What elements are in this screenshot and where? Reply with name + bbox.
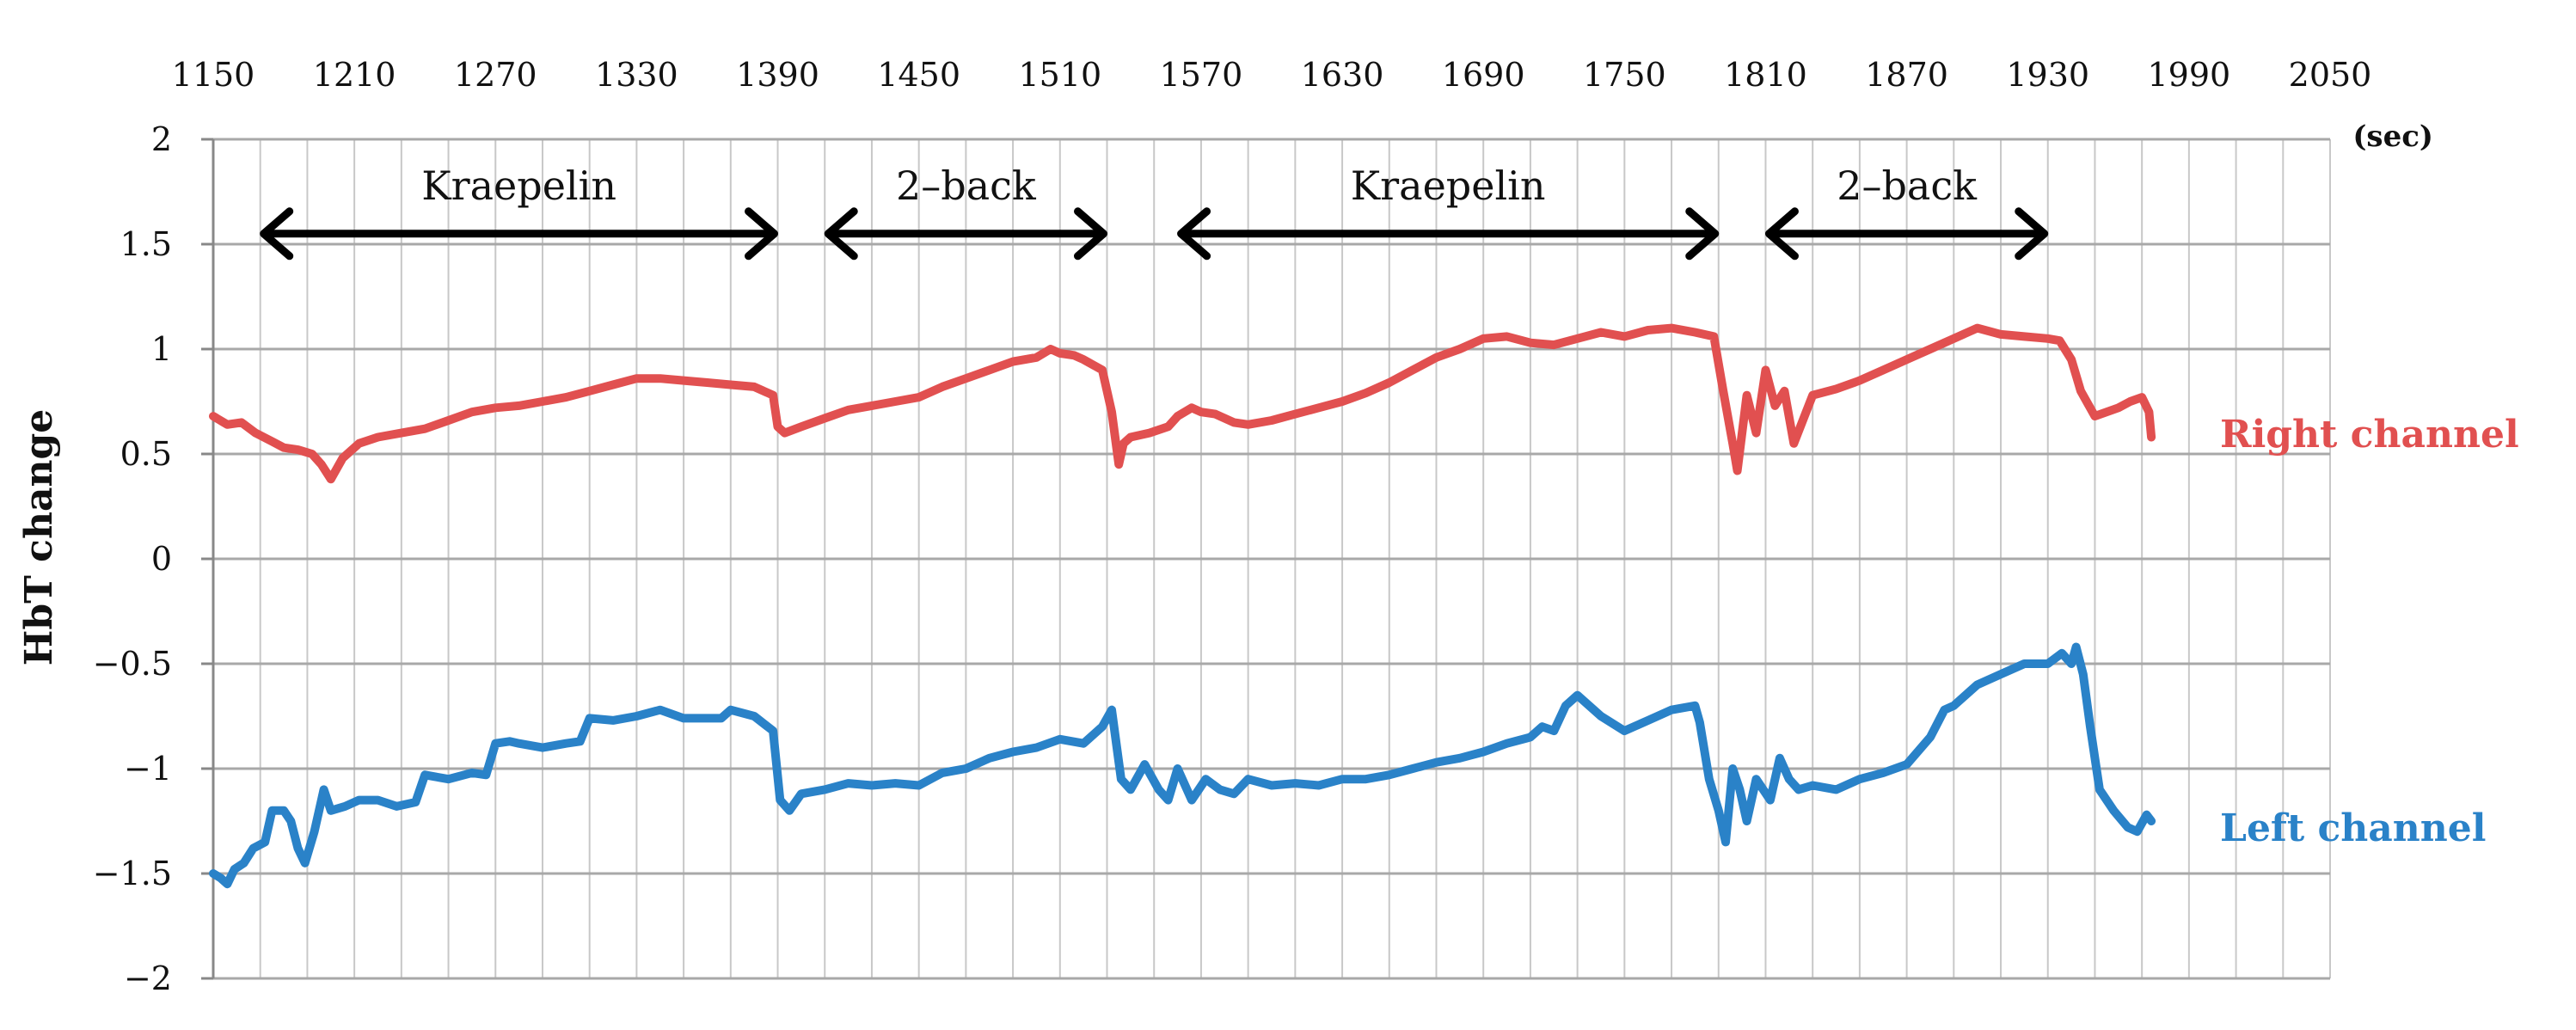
annotation-arrowhead-right: [2015, 207, 2049, 261]
y-tick-label: 0.5: [120, 435, 172, 473]
x-tick-label: 1390: [736, 56, 819, 94]
x-tick-label: 1570: [1160, 56, 1243, 94]
right-channel-line: [209, 323, 2156, 484]
task-annotation: Kraepelin: [1177, 162, 1720, 261]
y-tick-label: −1: [124, 750, 172, 788]
x-tick-label: 2050: [2289, 56, 2372, 94]
x-tick-label: 1750: [1583, 56, 1666, 94]
annotation-arrowhead-left: [1764, 207, 1799, 261]
x-tick-label: 1810: [1724, 56, 1807, 94]
x-tick-label: 1150: [172, 56, 255, 94]
left-channel-label: Left channel: [2220, 806, 2486, 850]
x-tick-label: 1990: [2148, 56, 2231, 94]
series-layer: [209, 323, 2156, 889]
grid-layer: [201, 138, 2331, 980]
annotation-arrowhead-right: [745, 207, 779, 261]
x-tick-label: 1210: [313, 56, 396, 94]
annotation-label: Kraepelin: [1351, 162, 1546, 209]
x-tick-label: 1450: [877, 56, 960, 94]
y-tick-label: −1.5: [93, 855, 172, 892]
x-tick-label: 1270: [454, 56, 537, 94]
left-channel-line: [209, 642, 2156, 889]
y-tick-labels: −2 −1.5 −1 −0.5 0 0.5 1 1.5 2: [93, 120, 172, 997]
x-tick-label: 1870: [1865, 56, 1948, 94]
y-tick-label: 1.5: [120, 225, 172, 263]
task-annotation: 2–back: [824, 162, 1108, 261]
annotation-arrowhead-right: [1074, 207, 1108, 261]
annotation-label: Kraepelin: [421, 162, 616, 209]
x-tick-labels: 1150 1210 1270 1330 1390 1450 1510 1570 1630 1690…: [172, 56, 2372, 94]
x-tick-label: 1930: [2006, 56, 2089, 94]
y-tick-label: 0: [151, 540, 172, 578]
y-tick-label: −0.5: [93, 645, 172, 683]
annotation-layer: Kraepelin 2–back Kraepelin 2–back: [260, 162, 2049, 261]
annotation-arrowhead-left: [260, 207, 294, 261]
x-tick-label: 1630: [1301, 56, 1384, 94]
x-axis-unit: (sec): [2352, 120, 2433, 154]
right-channel-label: Right channel: [2220, 413, 2519, 457]
y-tick-label: 2: [151, 120, 172, 158]
annotation-label: 2–back: [896, 162, 1037, 209]
x-tick-label: 1690: [1442, 56, 1525, 94]
annotation-arrowhead-right: [1685, 207, 1720, 261]
annotation-arrowhead-left: [1177, 207, 1211, 261]
y-axis-label: HbT change: [17, 409, 61, 665]
annotation-label: 2–back: [1837, 162, 1978, 209]
x-tick-label: 1510: [1018, 56, 1101, 94]
x-tick-label: 1330: [595, 56, 678, 94]
y-tick-label: −2: [124, 959, 172, 997]
task-annotation: 2–back: [1764, 162, 2049, 261]
annotation-arrowhead-left: [824, 207, 858, 261]
y-tick-label: 1: [151, 330, 172, 368]
task-annotation: Kraepelin: [260, 162, 779, 261]
